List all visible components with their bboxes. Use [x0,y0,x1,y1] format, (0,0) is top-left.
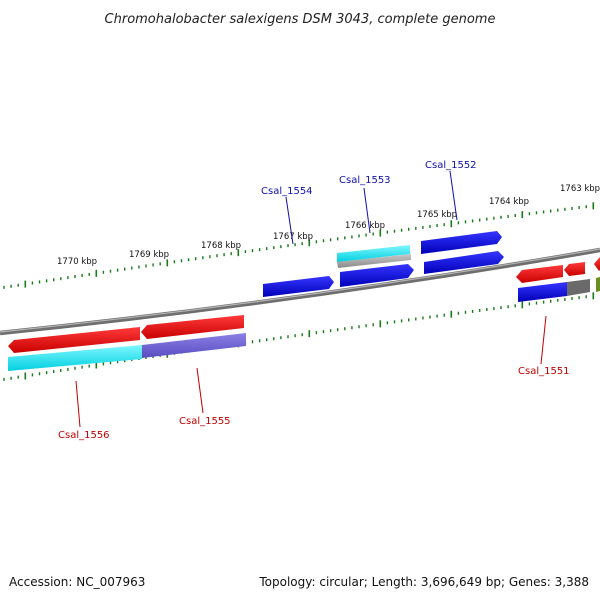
gene-bar-csal-1555[interactable] [142,333,246,358]
ruler-label-1767: 1767 kbp [273,232,313,242]
gene-arrow-csal-1553[interactable] [340,264,414,287]
gene-arrow-csal-1552-rna[interactable] [421,231,502,254]
gene-bar-csal-1556[interactable] [8,345,142,371]
ruler-label-1768: 1768 kbp [201,241,241,251]
gene-arrow-csal-1551[interactable] [516,265,563,283]
gene-label-csal-1554[interactable]: Csal_1554 [261,186,313,197]
forward-features [263,231,504,297]
ruler-label-1770: 1770 kbp [57,257,97,267]
gene-bar-csal-1553[interactable] [337,254,411,268]
label-leaders [75,170,547,428]
gene-bar-csal-1551[interactable] [518,282,567,302]
accession-text: Accession: NC_007963 [9,575,145,589]
ruler-labels: 1770 kbp 1769 kbp 1768 kbp 1767 kbp 1766… [57,184,600,267]
leader-csal-1552 [449,170,458,221]
genome-backbone-highlight [0,248,600,333]
genome-backbone [0,247,600,336]
ruler-label-1764: 1764 kbp [489,197,529,207]
leader-csal-1553 [363,187,371,234]
reverse-features [8,257,600,371]
map-title: Chromohalobacter salexigens DSM 3043, co… [105,12,496,27]
ruler-label-1763: 1763 kbp [560,184,600,194]
ruler-label-1766: 1766 kbp [345,221,385,231]
gene-label-csal-1551[interactable]: Csal_1551 [518,366,570,377]
ruler-label-1765: 1765 kbp [417,210,457,220]
leader-csal-1551 [540,315,547,365]
gene-label-csal-1555[interactable]: Csal_1555 [179,416,231,427]
gene-arrow-csal-1554[interactable] [263,276,334,297]
gene-label-csal-1553[interactable]: Csal_1553 [339,175,391,186]
gene-label-csal-1556[interactable]: Csal_1556 [58,430,110,441]
gene-bar-edge[interactable] [596,277,600,292]
gene-arrow-csal-1556[interactable] [8,327,140,353]
gene-label-csal-1552[interactable]: Csal_1552 [425,160,477,171]
gene-arrow-neighbour-1[interactable] [564,262,585,276]
genome-summary-text: Topology: circular; Length: 3,696,649 bp… [258,575,589,589]
gene-labels: Csal_1554 Csal_1553 Csal_1552 Csal_1556 … [58,160,570,441]
gene-arrow-csal-1553-rna[interactable] [337,245,410,262]
ruler-label-1769: 1769 kbp [129,250,169,260]
gene-arrow-neighbour-2[interactable] [594,257,600,271]
gene-bar-csal-1551-tail[interactable] [567,279,590,296]
leader-csal-1554 [285,196,294,245]
leader-csal-1556 [75,380,81,428]
ruler-ticks [3,202,595,381]
gene-arrow-csal-1552[interactable] [424,251,504,274]
gene-arrow-csal-1555[interactable] [141,315,244,339]
leader-csal-1555 [196,367,204,414]
